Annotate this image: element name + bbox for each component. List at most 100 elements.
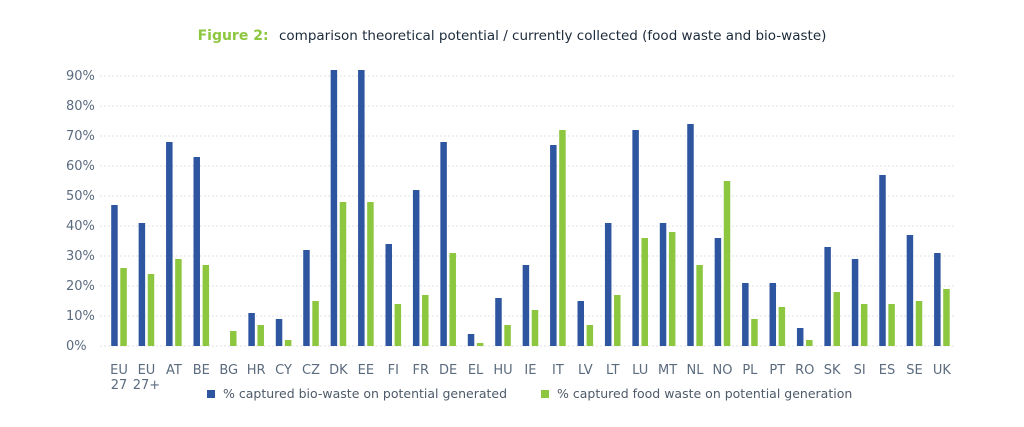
bar-foodwaste [257,325,264,346]
bar-foodwaste [422,295,429,346]
bar-foodwaste [394,304,402,346]
bar-biowaste [714,238,722,346]
x-tick-label: IT [552,363,564,378]
legend: % captured bio-waste on potential genera… [207,386,852,401]
legend-swatch [207,390,215,398]
x-tick-label: BE [193,363,210,378]
y-tick-label: 30% [66,249,95,264]
x-tick-label: FR [412,363,429,378]
x-tick-label: LU [632,363,648,378]
bar-biowaste [851,259,859,346]
chart-title: Figure 2: comparison theoretical potenti… [198,27,827,44]
bar-biowaste [742,283,749,346]
x-tick-label: HU [493,363,512,378]
x-tick-label: HR [247,363,266,378]
bar-biowaste [358,70,365,346]
bar-foodwaste [339,202,347,346]
x-tick-label: NO [712,363,732,378]
bar-foodwaste [860,304,868,346]
y-axis: 0% 10% 20% 30% 40% 50% 60% 70% 80% 90% [66,69,95,354]
bar-foodwaste [888,304,895,346]
bar-biowaste [166,142,173,346]
y-tick-label: 60% [66,159,95,174]
bar-biowaste [659,223,667,346]
bar-biowaste [303,250,310,346]
x-tick-label: ES [879,363,895,378]
bar-foodwaste [751,319,758,346]
bar-foodwaste [531,310,539,346]
bar-foodwaste [723,181,731,346]
bar-biowaste [604,223,612,346]
x-tick-label: RO [795,363,814,378]
bar-biowaste [934,253,941,346]
bars [111,70,950,346]
x-tick-label: DE [439,363,457,378]
bar-foodwaste [833,292,840,346]
x-tick-label: SE [906,363,922,378]
x-tick-label: UK [933,363,952,378]
bar-biowaste [385,244,392,346]
bar-biowaste [906,235,914,346]
bar-foodwaste [147,274,155,346]
bar-biowaste [111,205,118,346]
legend-label: % captured food waste on potential gener… [557,386,852,401]
bar-foodwaste [806,340,813,346]
y-tick-label: 0% [66,339,87,354]
x-tick-label: 27+ [133,378,160,393]
bar-foodwaste [614,295,621,346]
bar-foodwaste [943,289,950,346]
bar-biowaste [495,298,502,346]
x-tick-label: CY [275,363,292,378]
x-tick-label: BG [219,363,238,378]
x-tick-label: EU [110,363,128,378]
x-tick-label: AT [166,363,182,378]
bar-foodwaste [476,343,484,346]
figure-label: Figure 2: [198,28,269,44]
bar-biowaste [412,190,420,346]
bar-biowaste [577,301,585,346]
x-tick-label: FI [388,363,399,378]
bar-biowaste [522,265,530,346]
x-tick-label: 27 [111,378,128,393]
y-tick-label: 50% [66,189,95,204]
legend-swatch [541,390,549,398]
y-tick-label: 80% [66,99,95,114]
x-tick-label: LT [606,363,619,378]
bar-biowaste [467,334,475,346]
y-tick-label: 40% [66,219,95,234]
bar-biowaste [330,70,338,346]
bar-biowaste [796,328,804,346]
bar-biowaste [687,124,694,346]
bar-foodwaste [778,307,786,346]
bar-foodwaste [586,325,594,346]
x-tick-label: MT [658,363,677,378]
bar-foodwaste [641,238,648,346]
x-tick-label: DK [329,363,348,378]
x-tick-label: EE [358,363,374,378]
x-tick-label: SI [854,363,866,378]
bar-foodwaste [284,340,292,346]
x-tick-label: SK [824,363,841,378]
x-tick-label: NL [687,363,705,378]
bar-biowaste [550,145,557,346]
legend-label: % captured bio-waste on potential genera… [223,386,507,401]
y-tick-label: 20% [66,279,95,294]
bar-foodwaste [915,301,923,346]
bar-biowaste [769,283,777,346]
bar-foodwaste [668,232,676,346]
bar-foodwaste [312,301,319,346]
bar-biowaste [248,313,255,346]
x-tick-label: LV [578,363,593,378]
bar-foodwaste [175,259,182,346]
y-tick-label: 10% [66,309,95,324]
x-tick-label: EL [468,363,484,378]
x-tick-label: PL [742,363,758,378]
bar-biowaste [632,130,639,346]
bar-foodwaste [230,331,237,346]
x-tick-label: EU [138,363,156,378]
bar-foodwaste [504,325,511,346]
x-tick-label: PT [769,363,785,378]
chart-title-text: comparison theoretical potential / curre… [279,28,826,44]
